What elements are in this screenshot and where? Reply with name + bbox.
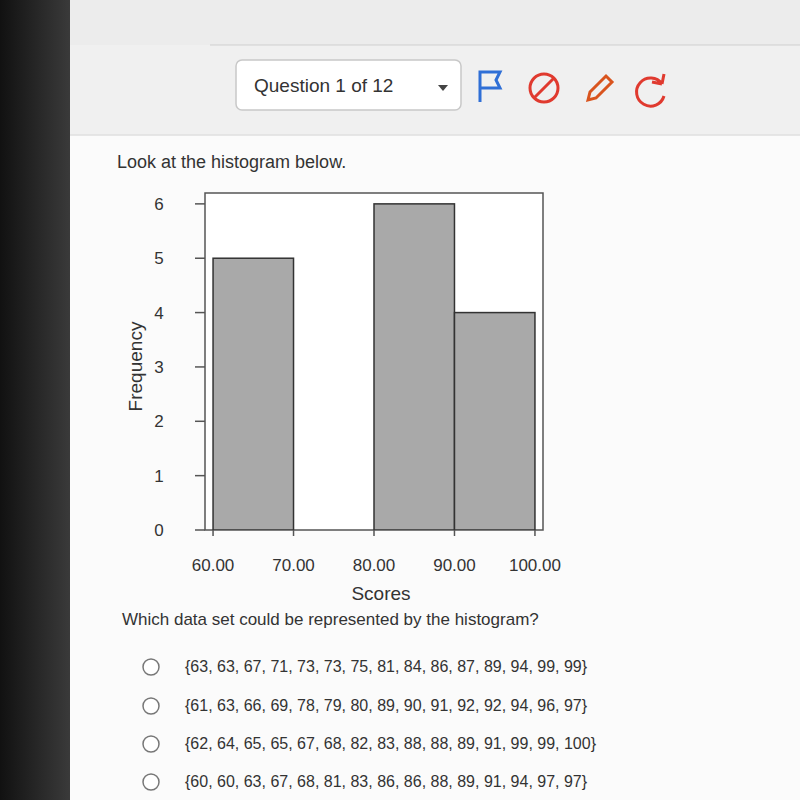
x-axis-label: Scores xyxy=(351,583,410,604)
radio[interactable] xyxy=(143,698,159,714)
eliminate-icon[interactable] xyxy=(530,74,558,102)
radio[interactable] xyxy=(143,774,159,790)
circle xyxy=(530,74,558,102)
x-tick xyxy=(534,530,536,536)
x-tick-label: 70.00 xyxy=(272,556,315,575)
bars xyxy=(213,204,535,530)
y-tick xyxy=(195,366,205,368)
x-tick xyxy=(293,530,295,536)
y-tick xyxy=(195,203,205,205)
pencil-icon[interactable] xyxy=(588,76,612,100)
background xyxy=(0,0,800,800)
question: Which data set could be represented by t… xyxy=(122,610,539,629)
dropdown-arrow xyxy=(438,85,448,91)
toolbar-border xyxy=(70,135,800,136)
header-bar xyxy=(70,0,800,45)
flag-icon[interactable] xyxy=(480,72,500,102)
y-tick-label: 5 xyxy=(154,249,163,268)
bar xyxy=(294,530,374,531)
x-tick xyxy=(212,530,214,536)
option[interactable]: {63, 63, 67, 71, 73, 73, 75, 81, 84, 86,… xyxy=(185,658,588,675)
radio[interactable] xyxy=(143,659,159,675)
option[interactable]: {61, 63, 66, 69, 78, 79, 80, 89, 90, 91,… xyxy=(185,697,588,714)
option[interactable]: {60, 60, 63, 67, 68, 81, 83, 86, 86, 88,… xyxy=(185,773,588,790)
y-tick-label: 0 xyxy=(154,521,163,540)
y-tick-label: 1 xyxy=(154,467,163,486)
y-tick xyxy=(195,529,205,531)
radio[interactable] xyxy=(143,736,159,752)
question-nav[interactable] xyxy=(236,60,461,110)
y-tick-label: 6 xyxy=(154,195,163,214)
plot-frame xyxy=(205,193,543,530)
x-tick-label: 60.00 xyxy=(192,556,235,575)
x-tick-label: 100.00 xyxy=(509,556,561,575)
y-tick xyxy=(195,312,205,314)
refresh-icon[interactable] xyxy=(637,74,664,106)
y-tick-label: 4 xyxy=(154,304,163,323)
question-nav-label: Question 1 of 12 xyxy=(254,75,393,96)
x-tick-label: 90.00 xyxy=(433,556,476,575)
toolbar xyxy=(70,45,800,135)
bar xyxy=(454,313,534,530)
y-tick xyxy=(195,475,205,477)
slash xyxy=(534,78,554,98)
content xyxy=(70,136,800,800)
y-tick-label: 3 xyxy=(154,358,163,377)
bar xyxy=(213,258,293,530)
x-tick-label: 80.00 xyxy=(353,556,396,575)
screen-edge xyxy=(0,0,70,800)
y-tick xyxy=(195,421,205,423)
bar xyxy=(374,204,454,530)
option[interactable]: {62, 64, 65, 65, 67, 68, 82, 83, 88, 88,… xyxy=(185,735,597,752)
page: Question 1 of 12 Look at the histogram be… xyxy=(0,0,800,800)
y-tick-label: 2 xyxy=(154,412,163,431)
toolbar-border xyxy=(210,45,800,46)
y-axis-label: Frequency xyxy=(125,321,146,411)
prompt: Look at the histogram below. xyxy=(117,152,346,172)
x-tick xyxy=(454,530,456,536)
y-tick xyxy=(195,257,205,259)
x-tick xyxy=(373,530,375,536)
